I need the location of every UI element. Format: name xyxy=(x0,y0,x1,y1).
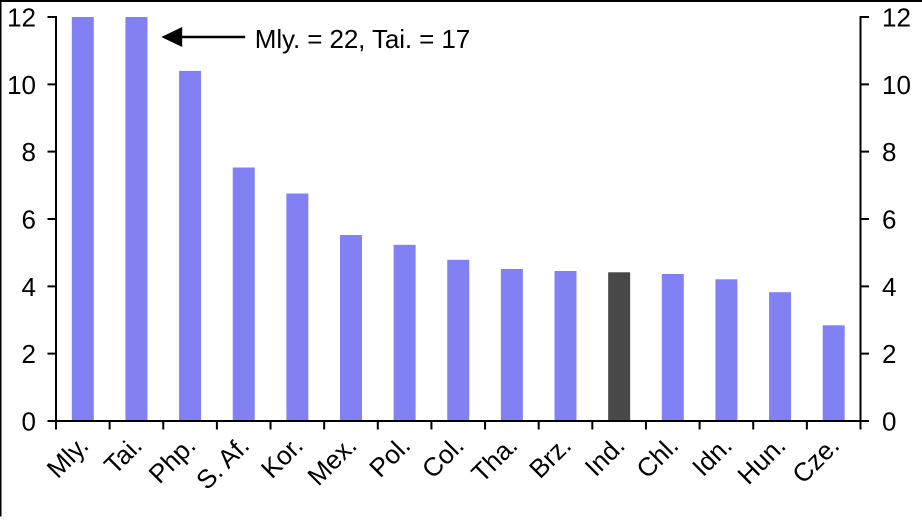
svg-text:10: 10 xyxy=(882,70,911,100)
svg-text:2: 2 xyxy=(22,339,36,369)
svg-text:12: 12 xyxy=(7,3,36,33)
svg-text:Mly. = 22, Tai. = 17: Mly. = 22, Tai. = 17 xyxy=(255,24,470,54)
svg-text:4: 4 xyxy=(882,272,896,302)
svg-text:8: 8 xyxy=(22,137,36,167)
svg-text:8: 8 xyxy=(882,137,896,167)
svg-text:6: 6 xyxy=(22,205,36,235)
svg-text:2: 2 xyxy=(882,339,896,369)
svg-text:4: 4 xyxy=(22,272,36,302)
svg-text:0: 0 xyxy=(22,407,36,437)
svg-text:12: 12 xyxy=(882,3,911,33)
svg-text:10: 10 xyxy=(7,70,36,100)
svg-text:0: 0 xyxy=(882,407,896,437)
svg-text:6: 6 xyxy=(882,205,896,235)
